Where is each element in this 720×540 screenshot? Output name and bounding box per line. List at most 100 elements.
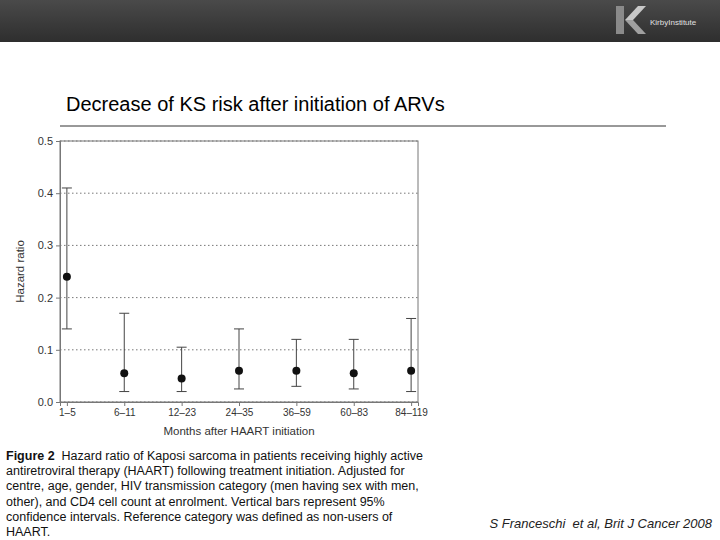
x-tick: 60–83	[340, 402, 368, 418]
figure-label: Figure 2	[6, 449, 55, 463]
y-tick: 0.2	[38, 292, 60, 304]
y-tick-label: 0.2	[38, 292, 53, 304]
y-tick-label: 0.1	[38, 344, 53, 356]
y-tick-label: 0.5	[38, 135, 53, 147]
point	[63, 273, 71, 281]
error-bar-stem	[181, 347, 182, 391]
error-bar-stem	[124, 313, 125, 391]
error-bar	[349, 339, 359, 389]
x-tick-label: 6–11	[114, 407, 136, 418]
x-tick-label: 36–59	[283, 407, 311, 418]
y-tick-line	[56, 245, 60, 246]
x-axis-title: Months after HAART initiation	[163, 425, 314, 437]
y-tick-line	[56, 298, 60, 299]
x-tick-label: 1–5	[59, 407, 76, 418]
y-tick-line	[56, 402, 60, 403]
y-tick-label: 0.4	[38, 187, 53, 199]
x-tick-label: 60–83	[340, 407, 368, 418]
caption-line: confidence intervals. Reference category…	[6, 510, 393, 524]
x-axis-line	[61, 403, 419, 407]
caption-text: HAART.	[6, 525, 50, 539]
point	[120, 369, 128, 377]
grid-line	[60, 245, 418, 246]
title-rule	[60, 126, 666, 127]
error-bar-stem	[296, 339, 297, 386]
caption-line: Figure 2 Hazard ratio of Kaposi sarcoma …	[6, 449, 423, 463]
y-axis-title: Hazard ratio	[14, 240, 26, 303]
error-bar-cap	[291, 386, 301, 387]
x-tick-line	[354, 402, 355, 406]
header-bar	[0, 0, 720, 42]
plot-frame	[60, 141, 418, 402]
error-bar-stem	[239, 329, 240, 389]
y-tick-label: 0.3	[38, 239, 53, 251]
point	[235, 367, 243, 375]
caption-text: confidence intervals. Reference category…	[6, 510, 393, 524]
x-tick-line	[67, 402, 68, 406]
error-bar-cap	[177, 391, 187, 392]
caption-line: antiretroviral therapy (HAART) following…	[6, 464, 405, 478]
error-bar-cap	[349, 339, 359, 340]
error-bar-stem	[411, 318, 412, 391]
error-bar	[234, 329, 244, 389]
error-bar-cap	[349, 388, 359, 389]
error-bar-stem	[353, 339, 354, 389]
y-axis-line	[56, 142, 61, 403]
logo-shape	[625, 20, 646, 34]
y-tick: 0.5	[38, 135, 60, 147]
grid-line	[60, 193, 418, 194]
x-tick-line	[124, 402, 125, 406]
error-bar-cap	[406, 318, 416, 319]
y-tick: 0.3	[38, 239, 60, 251]
y-tick-line	[56, 350, 60, 351]
error-bar-cap	[406, 391, 416, 392]
slide-title: Decrease of KS risk after initiation of …	[66, 93, 445, 115]
x-tick: 6–11	[114, 402, 136, 418]
y-tick: 0.4	[38, 187, 60, 199]
x-tick-label: 12–23	[168, 407, 196, 418]
plot-marks	[62, 188, 416, 392]
y-tick: 0.1	[38, 344, 60, 356]
error-bar-cap	[177, 347, 187, 348]
logo-text: KirbyInstitute	[650, 18, 697, 27]
error-bar	[177, 347, 187, 391]
citation: S Franceschi et al, Brit J Cancer 2008	[489, 516, 712, 531]
x-tick: 36–59	[283, 402, 311, 418]
grid-line	[60, 297, 418, 298]
caption-line: centre, age, gender, HIV transmission ca…	[6, 479, 419, 493]
figure-caption: Figure 2 Hazard ratio of Kaposi sarcoma …	[6, 449, 423, 539]
logo: KirbyInstitute	[616, 6, 697, 34]
x-tick-line	[239, 402, 240, 406]
caption-line: HAART.	[6, 525, 50, 539]
x-tick: 1–5	[59, 402, 76, 418]
y-tick-line	[56, 141, 60, 142]
error-bar-cap	[291, 339, 301, 340]
y-tick: 0.0	[38, 396, 60, 408]
point	[407, 367, 415, 375]
error-bar-cap	[119, 313, 129, 314]
error-bar-cap	[234, 328, 244, 329]
y-tick-line	[56, 193, 60, 194]
x-tick-label: 84–119	[395, 407, 428, 418]
x-tick: 12–23	[168, 402, 196, 418]
error-bar-cap	[62, 187, 72, 188]
x-tick-line	[296, 402, 297, 406]
slide: KirbyInstitute Decrease of KS risk after …	[0, 0, 720, 540]
y-tick-label: 0.0	[38, 396, 53, 408]
error-bar-cap	[62, 328, 72, 329]
x-tick: 24–35	[226, 402, 254, 418]
logo-shape	[625, 6, 646, 20]
error-bar	[119, 313, 129, 391]
error-bar	[406, 318, 416, 391]
point	[178, 375, 186, 383]
x-axis: 1–5 6–11 12–23 24–35 36–59 60–83 84–119	[59, 402, 428, 418]
x-tick-line	[411, 402, 412, 406]
error-bar	[291, 339, 301, 386]
error-bar-stem	[66, 188, 67, 329]
caption-line: other), and CD4 cell count at enrolment.…	[6, 495, 385, 509]
error-bar-cap	[234, 388, 244, 389]
caption-text: Hazard ratio of Kaposi sarcoma in patien…	[55, 449, 423, 463]
point	[350, 369, 358, 377]
caption-text: other), and CD4 cell count at enrolment.…	[6, 495, 385, 509]
error-bar	[62, 188, 72, 329]
